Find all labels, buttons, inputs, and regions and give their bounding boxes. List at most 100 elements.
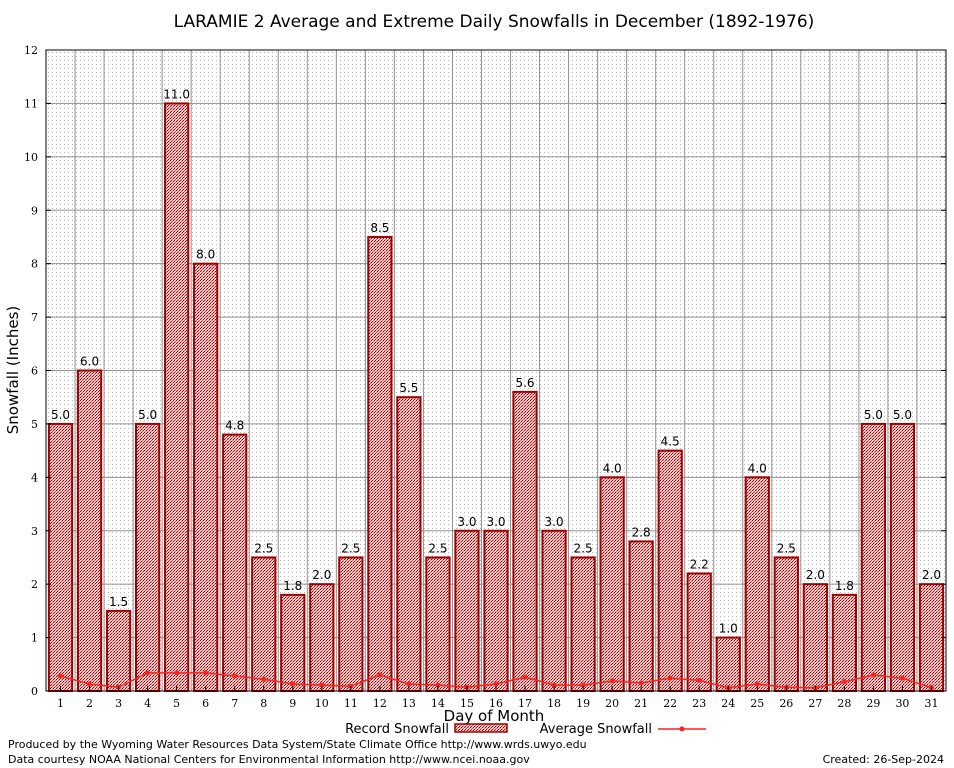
x-axis-label: Day of Month [444, 707, 545, 725]
bar-data-label: 5.0 [51, 408, 70, 422]
x-tick-label: 12 [373, 697, 387, 710]
x-tick-label: 9 [289, 697, 296, 710]
average-point [638, 680, 644, 686]
bar-data-label: 8.5 [370, 221, 389, 235]
x-tick-label: 15 [460, 697, 474, 710]
x-tick-label: 1 [57, 697, 64, 710]
record-bar [860, 422, 887, 692]
bar-data-label: 1.8 [283, 579, 302, 593]
y-tick-label: 1 [31, 632, 38, 645]
y-tick-label: 4 [31, 471, 38, 484]
record-bar [396, 396, 422, 692]
record-bar [193, 262, 219, 692]
y-tick-label: 3 [31, 525, 38, 538]
record-bar [135, 422, 161, 692]
x-tick-label: 25 [750, 697, 764, 710]
average-point [203, 670, 209, 676]
footer-data-courtesy: Data courtesy NOAA National Centers for … [8, 753, 530, 766]
x-tick-label: 20 [605, 697, 619, 710]
x-tick-label: 13 [402, 697, 416, 710]
x-axis-ticks: 1 2 3 4 5 6 7 8 9 10 11 12 13 14 15 16 17 18 19 20 21 22 23 24 2… [57, 686, 938, 710]
bar-data-label: 2.5 [428, 541, 447, 555]
record-bar [686, 572, 712, 693]
average-point [319, 682, 325, 688]
bar-data-label: 2.2 [690, 557, 709, 571]
bar-data-label: 2.8 [632, 525, 651, 539]
legend-average-label: Average Snowfall [540, 722, 652, 737]
average-point [667, 675, 673, 681]
average-point [522, 674, 528, 680]
y-axis-label: Snowfall (Inches) [4, 306, 22, 434]
record-bar [251, 556, 277, 692]
bar-data-label: 1.5 [109, 595, 128, 609]
record-bar [541, 529, 567, 692]
bar-data-label: 11.0 [163, 87, 190, 101]
bar-data-label: 2.5 [574, 541, 593, 555]
record-bar [280, 593, 306, 692]
average-point [841, 679, 847, 685]
average-point [435, 682, 441, 688]
record-bar [773, 556, 799, 692]
average-point [551, 682, 557, 688]
average-point [377, 672, 383, 678]
record-bar [425, 556, 451, 692]
average-point [493, 681, 499, 687]
x-tick-label: 4 [144, 697, 151, 710]
average-point [232, 673, 238, 679]
y-tick-label: 6 [31, 365, 38, 378]
average-point [406, 681, 412, 687]
bar-data-label: 4.0 [603, 461, 622, 475]
y-tick-label: 0 [31, 685, 38, 698]
x-tick-label: 21 [634, 697, 648, 710]
bar-data-label: 2.5 [341, 541, 360, 555]
record-bar [657, 449, 683, 692]
x-tick-label: 2 [86, 697, 93, 710]
x-tick-label: 27 [808, 697, 822, 710]
record-bar [483, 529, 509, 692]
x-tick-label: 29 [866, 697, 880, 710]
record-bar [599, 476, 625, 693]
x-tick-label: 6 [202, 697, 209, 710]
bar-data-label: 2.5 [777, 541, 796, 555]
x-tick-label: 17 [518, 697, 532, 710]
y-tick-label: 7 [31, 311, 38, 324]
x-tick-label: 3 [115, 697, 122, 710]
y-tick-label: 12 [24, 44, 38, 57]
y-tick-label: 10 [24, 151, 38, 164]
legend-average-marker [679, 726, 685, 732]
y-tick-label: 11 [24, 97, 38, 110]
bar-data-label: 3.0 [486, 515, 505, 529]
record-bar [715, 636, 741, 692]
y-tick-label: 8 [31, 258, 38, 271]
chart-title: LARAMIE 2 Average and Extreme Daily Snow… [174, 12, 815, 32]
record-bar [512, 390, 538, 692]
x-tick-label: 18 [547, 697, 561, 710]
footer-produced-by: Produced by the Wyoming Water Resources … [8, 738, 587, 751]
average-point [58, 673, 64, 679]
record-bar [570, 556, 596, 692]
legend-record-label: Record Snowfall [345, 722, 449, 737]
x-tick-label: 11 [344, 697, 358, 710]
bar-data-label: 2.0 [806, 568, 825, 582]
y-tick-label: 5 [31, 418, 38, 431]
x-tick-label: 30 [895, 697, 909, 710]
bar-data-label: 4.5 [661, 435, 680, 449]
bar-data-label: 3.0 [457, 515, 476, 529]
record-bar [47, 422, 74, 692]
y-tick-label: 9 [31, 204, 38, 217]
x-tick-label: 14 [431, 697, 445, 710]
y-tick-label: 2 [31, 578, 38, 591]
bar-data-label: 4.0 [748, 461, 767, 475]
bars-group [47, 102, 945, 693]
record-bar [454, 529, 480, 692]
average-point [580, 682, 586, 688]
record-bar [367, 235, 393, 692]
average-point [899, 675, 905, 681]
bar-data-label: 5.0 [864, 408, 883, 422]
average-point [696, 677, 702, 683]
bar-data-label: 1.0 [719, 622, 738, 636]
legend: Record Snowfall Average Snowfall [345, 722, 706, 737]
bar-data-label: 8.0 [196, 248, 215, 262]
